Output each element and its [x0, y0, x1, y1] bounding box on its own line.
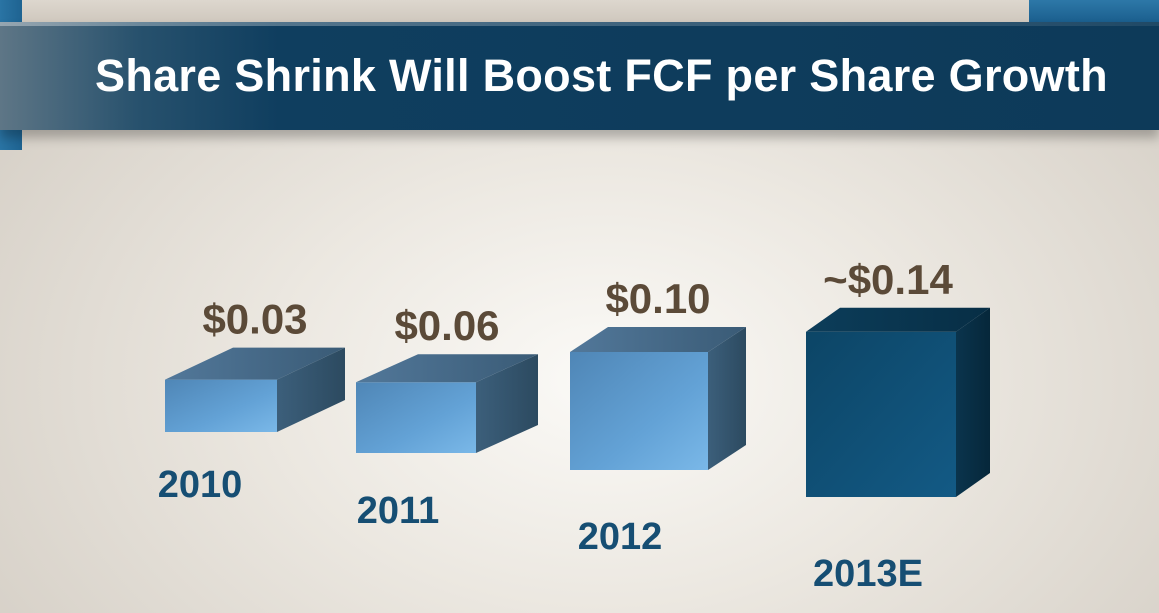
bar-side-face: [956, 307, 990, 497]
bar-2011: [356, 354, 538, 453]
corner-accent-right: [1029, 0, 1159, 22]
bar-front-face: [165, 379, 277, 432]
value-label-2012: $0.10: [605, 275, 710, 322]
bar-2010: [165, 347, 345, 432]
bar-side-face: [708, 327, 746, 470]
category-label-2013E: 2013E: [813, 553, 923, 595]
value-label-2011: $0.06: [394, 302, 499, 349]
top-strip: [0, 0, 1159, 22]
bar-top-face: [356, 354, 538, 383]
chart-title: Share Shrink Will Boost FCF per Share Gr…: [95, 50, 1108, 101]
bar-top-face: [165, 347, 345, 380]
bar-front-face: [570, 352, 708, 470]
title-banner: [0, 22, 1159, 130]
bar-side-face: [476, 354, 538, 453]
bar-front-face: [356, 382, 476, 453]
category-label-2010: 2010: [158, 464, 243, 506]
banner-highlight: [0, 22, 1159, 26]
bar-top-face: [806, 307, 990, 332]
category-label-2011: 2011: [357, 490, 439, 532]
value-label-2010: $0.03: [202, 296, 307, 343]
bar-front-face: [806, 331, 956, 497]
bar-2013E: [806, 307, 990, 497]
category-label-2012: 2012: [578, 516, 663, 558]
value-label-2013E: ~$0.14: [823, 256, 953, 303]
bar-2012: [570, 327, 746, 470]
bar-side-face: [277, 347, 345, 432]
bar-top-face: [570, 327, 746, 352]
